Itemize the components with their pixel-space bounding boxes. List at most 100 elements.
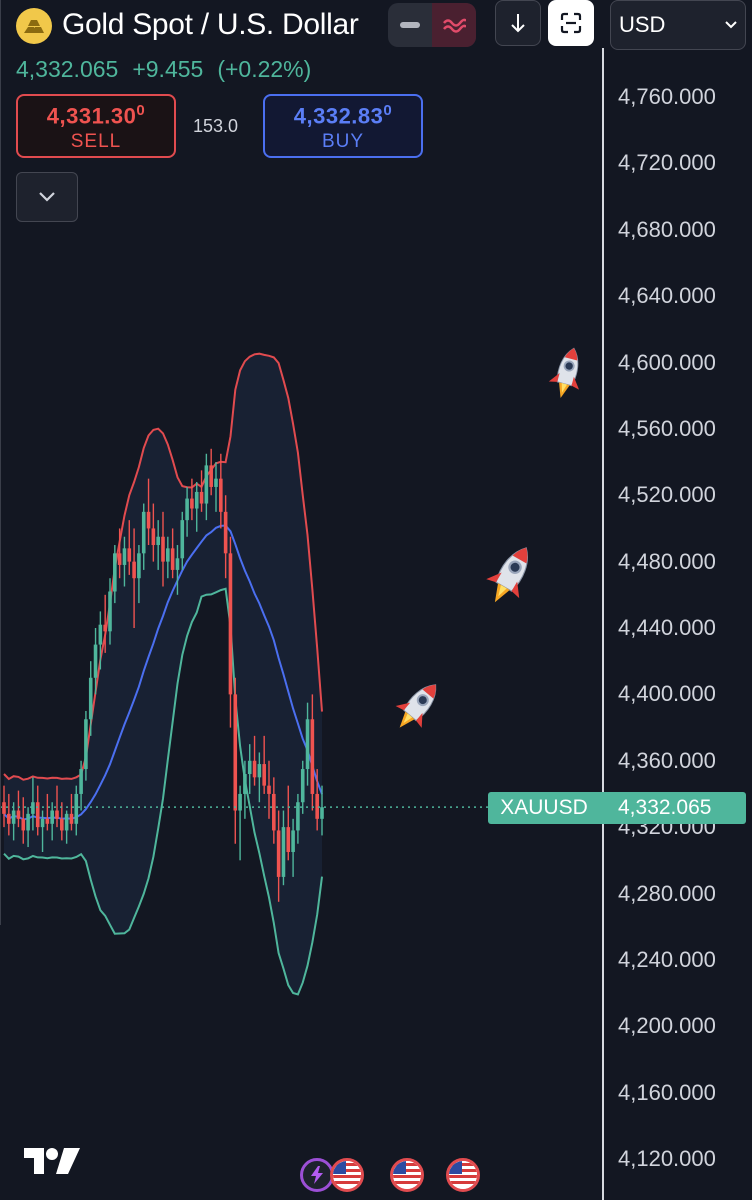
candle-body: [310, 719, 315, 794]
price-tick-label: 4,680.000: [618, 216, 716, 242]
last-price: 4,332.065: [16, 56, 119, 82]
candle-body: [7, 813, 11, 824]
sell-button[interactable]: 4,331.300 SELL: [16, 94, 176, 158]
us-flag-icon[interactable]: [390, 1158, 424, 1192]
candle-body: [190, 498, 194, 509]
candle-body: [151, 528, 156, 546]
candle-body: [276, 830, 281, 877]
candle-body: [204, 465, 209, 504]
candle-body: [170, 548, 175, 570]
quote-line: 4,332.065 +9.455 (+0.22%): [16, 56, 325, 83]
lightning-icon[interactable]: [300, 1158, 334, 1192]
chart-style-toggle[interactable]: [388, 3, 476, 47]
buy-price-pip: 0: [383, 102, 393, 119]
price-tag-symbol: XAUUSD: [500, 796, 588, 819]
price-tick-label: 4,520.000: [618, 482, 716, 508]
sell-price: 4,331.30: [46, 103, 137, 129]
spread-value: 153.0: [193, 116, 239, 136]
candle-body: [214, 478, 218, 487]
candle-body: [257, 764, 262, 778]
price-tick-label: 4,640.000: [618, 283, 716, 309]
candle-body: [74, 793, 79, 824]
candle-body: [69, 813, 74, 824]
candle-body: [300, 769, 305, 803]
candle-body: [137, 553, 141, 579]
last-price-tag: XAUUSD 4,332.065: [488, 792, 746, 824]
sell-price-pip: 0: [136, 102, 146, 119]
candle-body: [161, 536, 165, 562]
wave-icon[interactable]: [432, 3, 476, 47]
currency-select[interactable]: USD: [610, 0, 746, 50]
candle-body: [247, 760, 252, 775]
screenshot-icon[interactable]: [548, 0, 594, 46]
candle-body: [127, 548, 132, 562]
candle-body: [233, 694, 238, 811]
price-change: +9.455: [132, 56, 204, 82]
tradingview-logo[interactable]: [22, 1144, 82, 1178]
arrow-down-icon[interactable]: [495, 0, 541, 46]
candle-body: [272, 793, 276, 831]
candle-body: [55, 810, 59, 819]
us-flag-icon[interactable]: [330, 1158, 364, 1192]
candle-body: [194, 491, 199, 509]
candle-body: [79, 769, 83, 794]
price-axis-divider[interactable]: [602, 48, 604, 1200]
sell-label: SELL: [70, 131, 122, 153]
candle-body: [88, 677, 93, 720]
symbol-title[interactable]: Gold Spot / U.S. Dollar: [62, 8, 359, 41]
candle-body: [219, 478, 223, 512]
chevron-down-icon: [725, 21, 737, 29]
buy-label: BUY: [321, 131, 365, 153]
candle-body: [93, 644, 98, 678]
candle-body: [315, 793, 319, 819]
candle-body: [141, 511, 146, 554]
bollinger-lower-band: [3, 587, 323, 996]
candle-body: [11, 810, 16, 824]
candle-body: [180, 520, 185, 559]
us-flag-icon[interactable]: [446, 1158, 480, 1192]
candle-body: [209, 465, 213, 487]
currency-value: USD: [619, 12, 666, 37]
candle-body: [103, 624, 107, 632]
price-change-pct: (+0.22%): [217, 56, 312, 82]
buy-button[interactable]: 4,332.830 BUY: [263, 94, 423, 158]
price-tick-label: 4,560.000: [618, 415, 716, 441]
candle-body: [40, 818, 45, 828]
bollinger-upper-band: [3, 352, 323, 781]
line-style-icon[interactable]: [388, 3, 432, 47]
candle-body: [305, 719, 310, 770]
candle-body: [31, 802, 35, 814]
candle-body: [45, 818, 50, 824]
price-tick-label: 4,760.000: [618, 84, 716, 109]
candle-body: [35, 802, 40, 828]
candle-body: [16, 810, 21, 819]
candle-body: [267, 785, 271, 794]
chart-left-border: [0, 0, 1, 925]
candle-body: [98, 624, 103, 645]
gold-bars-icon: [16, 8, 52, 44]
price-tick-label: 4,120.000: [618, 1146, 716, 1171]
candle-body: [84, 719, 88, 770]
candle-body: [146, 511, 151, 529]
price-tick-label: 4,360.000: [618, 747, 716, 773]
candles-group: [2, 448, 324, 902]
bollinger-band-fill: [4, 353, 322, 995]
price-tick-label: 4,160.000: [618, 1079, 716, 1105]
price-tick-label: 4,280.000: [618, 880, 716, 906]
candle-body: [2, 802, 6, 814]
candle-body: [296, 802, 300, 831]
candle-body: [228, 553, 233, 695]
candle-body: [243, 774, 247, 794]
collapse-panel-button[interactable]: [16, 172, 78, 222]
chevron-down-icon: [39, 192, 55, 202]
candle-body: [286, 827, 291, 853]
candle-body: [175, 558, 180, 570]
buy-price: 4,332.83: [293, 103, 384, 129]
candle-body: [60, 818, 64, 831]
candle-body: [117, 553, 122, 565]
candle-body: [108, 591, 112, 632]
candle-body: [21, 818, 26, 831]
candle-body: [262, 764, 266, 786]
candle-body: [132, 561, 136, 579]
